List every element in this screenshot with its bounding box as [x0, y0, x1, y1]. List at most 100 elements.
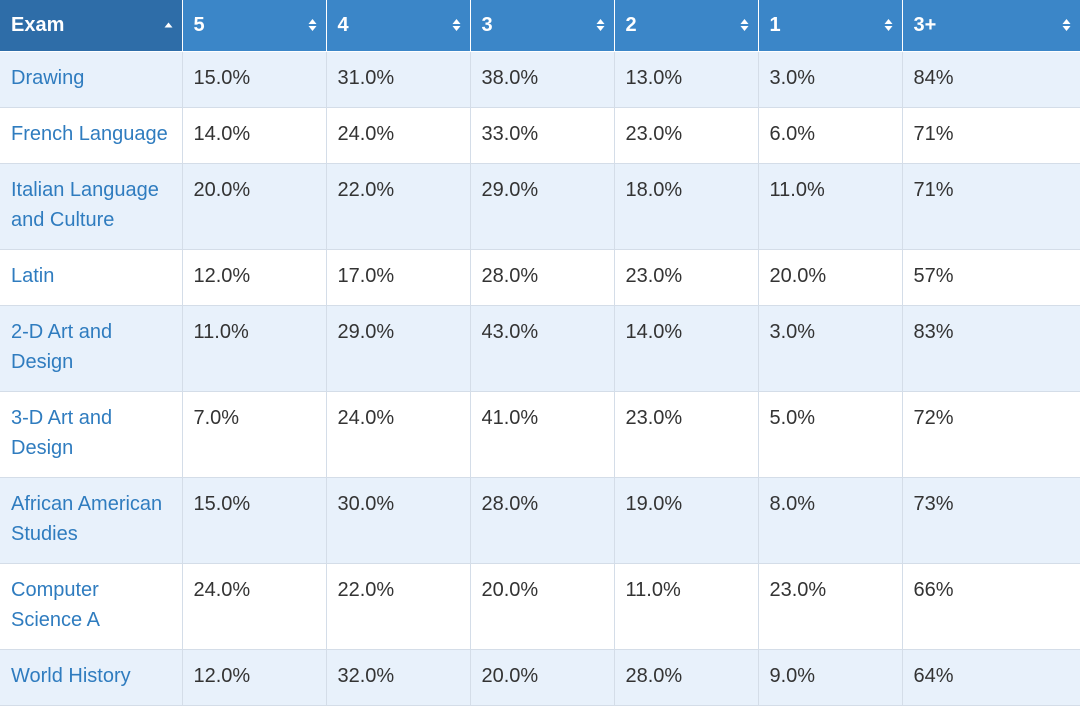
score-4-value: 32.0%: [337, 664, 395, 687]
score-4-value: 29.0%: [337, 320, 395, 343]
column-header-score-1[interactable]: 1: [758, 0, 903, 52]
score-4-value: 17.0%: [337, 264, 395, 287]
score-2-cell: 18.0%: [614, 163, 759, 250]
score-5-value: 12.0%: [193, 664, 251, 687]
exam-name-cell[interactable]: World History: [0, 649, 183, 706]
sort-both-icon: [308, 19, 316, 32]
score-1-value: 11.0%: [769, 178, 825, 201]
score-1-value: 9.0%: [769, 664, 816, 687]
score-5-cell: 12.0%: [182, 649, 327, 706]
score-3-plus-value: 57%: [913, 264, 954, 287]
score-1-value: 20.0%: [769, 264, 827, 287]
score-2-value: 23.0%: [625, 264, 683, 287]
column-header-label: 2: [625, 13, 637, 36]
score-5-cell: 24.0%: [182, 563, 327, 650]
score-3-value: 28.0%: [481, 492, 539, 515]
score-4-cell: 29.0%: [326, 305, 471, 392]
table-row: World History 12.0% 32.0% 20.0% 28.0% 9.…: [0, 649, 1080, 706]
exam-name-cell[interactable]: Drawing: [0, 51, 183, 108]
score-4-value: 22.0%: [337, 578, 395, 601]
table-row: Italian Language and Culture 20.0% 22.0%…: [0, 163, 1080, 250]
exam-name-cell[interactable]: 2-D Art and Design: [0, 305, 183, 392]
sort-both-icon: [452, 19, 460, 32]
score-2-cell: 23.0%: [614, 249, 759, 306]
score-5-cell: 15.0%: [182, 477, 327, 564]
column-header-score-4[interactable]: 4: [326, 0, 471, 52]
score-5-value: 15.0%: [193, 492, 251, 515]
score-3-plus-cell: 71%: [902, 163, 1080, 250]
exam-name[interactable]: Computer Science A: [11, 578, 100, 631]
score-1-value: 5.0%: [769, 406, 816, 429]
score-3-value: 41.0%: [481, 406, 539, 429]
score-1-cell: 9.0%: [758, 649, 903, 706]
score-3-value: 38.0%: [481, 66, 539, 89]
score-4-cell: 31.0%: [326, 51, 471, 108]
column-header-label: 3+: [913, 13, 937, 36]
score-1-cell: 3.0%: [758, 51, 903, 108]
score-3-plus-value: 83%: [913, 320, 954, 343]
score-1-value: 8.0%: [769, 492, 816, 515]
exam-name[interactable]: Drawing: [11, 66, 85, 89]
score-3-plus-cell: 72%: [902, 391, 1080, 478]
score-3-cell: 20.0%: [470, 649, 615, 706]
score-1-cell: 5.0%: [758, 391, 903, 478]
exam-name[interactable]: Italian Language and Culture: [11, 178, 159, 231]
exam-name-cell[interactable]: Computer Science A: [0, 563, 183, 650]
column-header-score-2[interactable]: 2: [614, 0, 759, 52]
table-row: 3-D Art and Design 7.0% 24.0% 41.0% 23.0…: [0, 391, 1080, 478]
column-header-score-3-plus[interactable]: 3+: [902, 0, 1080, 52]
score-5-value: 11.0%: [193, 320, 249, 343]
exam-name[interactable]: African American Studies: [11, 492, 163, 545]
score-3-plus-cell: 66%: [902, 563, 1080, 650]
header-row: Exam 5 4 3: [0, 0, 1080, 52]
score-2-value: 18.0%: [625, 178, 683, 201]
score-1-cell: 11.0%: [758, 163, 903, 250]
score-1-value: 3.0%: [769, 320, 816, 343]
exam-name-cell[interactable]: Italian Language and Culture: [0, 163, 183, 250]
score-5-value: 14.0%: [193, 122, 251, 145]
exam-name-cell[interactable]: Latin: [0, 249, 183, 306]
sort-both-icon: [1062, 19, 1071, 32]
score-5-value: 24.0%: [193, 578, 251, 601]
exam-name-cell[interactable]: 3-D Art and Design: [0, 391, 183, 478]
column-header-exam[interactable]: Exam: [0, 0, 183, 52]
score-2-cell: 14.0%: [614, 305, 759, 392]
column-header-score-3[interactable]: 3: [470, 0, 615, 52]
score-3-plus-cell: 71%: [902, 107, 1080, 164]
score-2-value: 23.0%: [625, 122, 683, 145]
exam-name[interactable]: Latin: [11, 264, 55, 287]
score-1-value: 23.0%: [769, 578, 827, 601]
table-row: 2-D Art and Design 11.0% 29.0% 43.0% 14.…: [0, 305, 1080, 392]
table-row: Latin 12.0% 17.0% 28.0% 23.0% 20.0% 57%: [0, 249, 1080, 306]
column-header-score-5[interactable]: 5: [182, 0, 327, 52]
exam-name[interactable]: 3-D Art and Design: [11, 406, 113, 459]
score-1-cell: 20.0%: [758, 249, 903, 306]
score-3-cell: 28.0%: [470, 477, 615, 564]
score-2-value: 28.0%: [625, 664, 683, 687]
score-5-cell: 20.0%: [182, 163, 327, 250]
exam-name[interactable]: French Language: [11, 122, 168, 145]
score-2-cell: 28.0%: [614, 649, 759, 706]
table-row: Drawing 15.0% 31.0% 38.0% 13.0% 3.0% 84%: [0, 51, 1080, 108]
score-4-value: 22.0%: [337, 178, 395, 201]
score-2-cell: 23.0%: [614, 107, 759, 164]
exam-name[interactable]: World History: [11, 664, 131, 687]
score-2-cell: 13.0%: [614, 51, 759, 108]
table-header: Exam 5 4 3: [0, 0, 1080, 52]
table-row: African American Studies 15.0% 30.0% 28.…: [0, 477, 1080, 564]
score-3-value: 20.0%: [481, 578, 539, 601]
exam-name[interactable]: 2-D Art and Design: [11, 320, 113, 373]
score-4-cell: 22.0%: [326, 163, 471, 250]
score-2-value: 14.0%: [625, 320, 683, 343]
score-3-plus-cell: 73%: [902, 477, 1080, 564]
score-1-cell: 6.0%: [758, 107, 903, 164]
exam-name-cell[interactable]: African American Studies: [0, 477, 183, 564]
exam-name-cell[interactable]: French Language: [0, 107, 183, 164]
sort-asc-icon: [164, 22, 172, 28]
score-3-value: 33.0%: [481, 122, 539, 145]
score-3-plus-value: 64%: [913, 664, 954, 687]
score-3-cell: 28.0%: [470, 249, 615, 306]
score-2-cell: 19.0%: [614, 477, 759, 564]
score-3-plus-cell: 57%: [902, 249, 1080, 306]
